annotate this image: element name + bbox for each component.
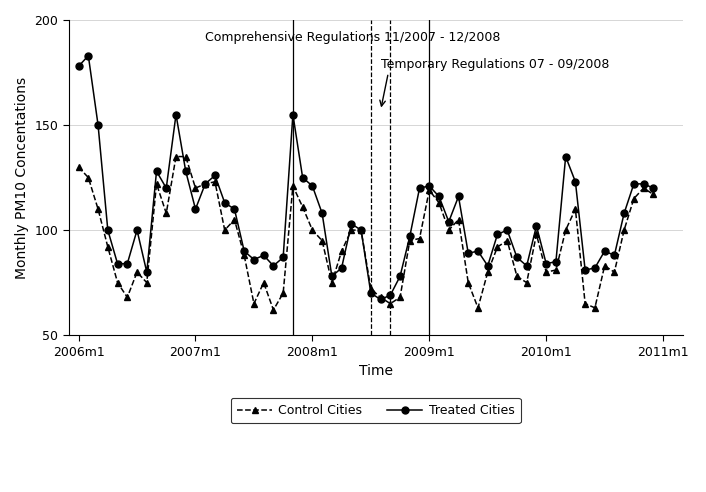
Control Cities xyxy=(289,183,297,189)
Treated Cities xyxy=(269,263,277,269)
Treated Cities xyxy=(230,206,239,212)
Treated Cities xyxy=(250,256,258,262)
Control Cities xyxy=(269,307,277,313)
Treated Cities xyxy=(74,63,83,69)
Treated Cities xyxy=(376,297,385,303)
Treated Cities xyxy=(84,53,92,59)
Legend: Control Cities, Treated Cities: Control Cities, Treated Cities xyxy=(231,398,520,424)
Control Cities xyxy=(172,154,180,159)
Treated Cities xyxy=(279,254,287,260)
Line: Control Cities: Control Cities xyxy=(75,153,657,313)
Treated Cities xyxy=(181,168,190,174)
Control Cities xyxy=(649,191,657,197)
Treated Cities xyxy=(649,185,657,191)
X-axis label: Time: Time xyxy=(359,364,393,378)
Control Cities xyxy=(74,164,83,170)
Control Cities xyxy=(230,216,239,222)
Control Cities xyxy=(181,154,190,159)
Text: Comprehensive Regulations 11/2007 - 12/2008: Comprehensive Regulations 11/2007 - 12/2… xyxy=(205,31,501,43)
Control Cities xyxy=(454,216,462,222)
Text: Temporary Regulations 07 - 09/2008: Temporary Regulations 07 - 09/2008 xyxy=(381,58,609,71)
Line: Treated Cities: Treated Cities xyxy=(75,52,657,303)
Control Cities xyxy=(250,301,258,307)
Treated Cities xyxy=(454,193,462,199)
Control Cities xyxy=(279,290,287,296)
Y-axis label: Monthly PM10 Concentations: Monthly PM10 Concentations xyxy=(15,77,29,278)
